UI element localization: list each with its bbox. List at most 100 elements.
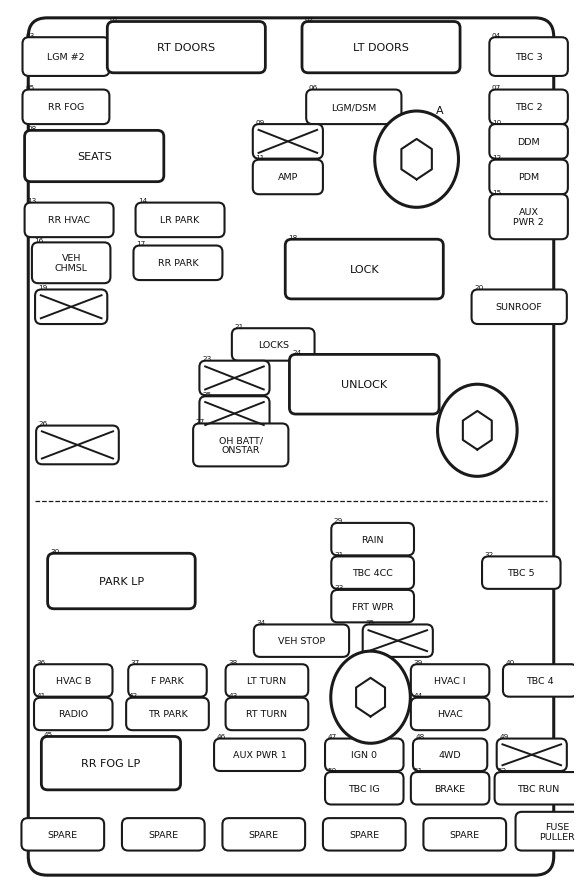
Text: 47: 47 [328, 733, 337, 739]
Text: 11: 11 [255, 155, 265, 161]
FancyBboxPatch shape [363, 625, 433, 657]
FancyBboxPatch shape [413, 738, 487, 772]
Text: 17: 17 [136, 240, 146, 247]
Text: VEH STOP: VEH STOP [278, 637, 325, 645]
FancyBboxPatch shape [516, 812, 582, 850]
Text: A: A [435, 105, 443, 116]
Text: 25: 25 [202, 392, 211, 397]
FancyBboxPatch shape [489, 161, 568, 195]
Text: LT TURN: LT TURN [247, 676, 286, 685]
Text: 42: 42 [129, 693, 138, 698]
Text: 18: 18 [288, 234, 297, 240]
Text: 19: 19 [38, 284, 47, 291]
FancyBboxPatch shape [411, 664, 489, 697]
Text: AUX
PWR 2: AUX PWR 2 [513, 208, 544, 227]
Text: FUSE
PULLER: FUSE PULLER [539, 822, 575, 840]
Text: 02: 02 [304, 17, 314, 23]
Text: 32: 32 [485, 552, 494, 557]
FancyBboxPatch shape [482, 557, 560, 589]
FancyBboxPatch shape [122, 818, 205, 850]
FancyBboxPatch shape [200, 361, 269, 396]
FancyBboxPatch shape [331, 590, 414, 622]
Text: TBC 3: TBC 3 [514, 53, 542, 62]
FancyBboxPatch shape [471, 291, 567, 325]
Text: RT DOORS: RT DOORS [157, 43, 215, 53]
FancyBboxPatch shape [424, 818, 506, 850]
Text: TBC RUN: TBC RUN [517, 784, 559, 793]
Text: SPARE: SPARE [349, 830, 379, 839]
Text: RAIN: RAIN [361, 535, 384, 544]
FancyBboxPatch shape [34, 664, 112, 697]
Text: 4WD: 4WD [439, 750, 462, 759]
Text: LOCKS: LOCKS [258, 341, 289, 350]
Text: 52: 52 [497, 767, 506, 772]
Text: RR FOG: RR FOG [48, 103, 84, 112]
Text: 34: 34 [257, 620, 266, 625]
Text: 38: 38 [228, 659, 237, 665]
FancyBboxPatch shape [302, 22, 460, 73]
Text: 06: 06 [309, 85, 318, 91]
Text: TR PARK: TR PARK [148, 710, 187, 719]
FancyBboxPatch shape [200, 397, 269, 431]
Text: 21: 21 [235, 324, 244, 329]
Text: 51: 51 [413, 767, 423, 772]
Text: TBC IG: TBC IG [349, 784, 380, 793]
Text: RR FOG LP: RR FOG LP [81, 758, 141, 768]
FancyBboxPatch shape [331, 523, 414, 556]
FancyBboxPatch shape [289, 355, 439, 415]
FancyBboxPatch shape [29, 19, 553, 875]
FancyBboxPatch shape [41, 737, 180, 790]
Text: PDM: PDM [518, 173, 539, 182]
Text: RT TURN: RT TURN [246, 710, 288, 719]
Text: 29: 29 [334, 518, 343, 524]
Text: 37: 37 [131, 659, 140, 665]
Text: 24: 24 [292, 350, 301, 356]
FancyBboxPatch shape [489, 195, 568, 240]
Text: DDM: DDM [517, 138, 540, 147]
FancyBboxPatch shape [107, 22, 265, 73]
FancyBboxPatch shape [496, 738, 567, 772]
Text: VEH
CHMSL: VEH CHMSL [55, 254, 88, 273]
Text: 33: 33 [334, 585, 343, 591]
Text: SPARE: SPARE [148, 830, 178, 839]
Text: SPARE: SPARE [48, 830, 78, 839]
Text: 45: 45 [44, 731, 53, 738]
Text: 15: 15 [492, 190, 501, 196]
Text: HVAC I: HVAC I [434, 676, 466, 685]
FancyBboxPatch shape [32, 243, 111, 284]
FancyBboxPatch shape [128, 664, 207, 697]
FancyBboxPatch shape [254, 625, 349, 657]
FancyBboxPatch shape [36, 426, 119, 465]
Text: 39: 39 [413, 659, 423, 665]
Text: 10: 10 [492, 120, 501, 125]
FancyBboxPatch shape [222, 818, 305, 850]
FancyBboxPatch shape [24, 131, 164, 182]
Text: SEATS: SEATS [77, 152, 112, 162]
FancyBboxPatch shape [489, 90, 568, 125]
Text: FRT WPR: FRT WPR [352, 602, 393, 611]
Text: 23: 23 [202, 356, 211, 362]
Text: 27: 27 [196, 418, 205, 425]
FancyBboxPatch shape [232, 329, 314, 361]
Text: 12: 12 [492, 155, 501, 161]
FancyBboxPatch shape [325, 738, 403, 772]
FancyBboxPatch shape [253, 125, 323, 159]
Text: 14: 14 [138, 198, 147, 204]
FancyBboxPatch shape [126, 698, 209, 730]
Text: IGN 0: IGN 0 [352, 750, 377, 759]
Text: 09: 09 [255, 120, 265, 125]
Text: TBC 5: TBC 5 [508, 569, 535, 578]
FancyBboxPatch shape [253, 161, 323, 195]
Text: 43: 43 [228, 693, 237, 698]
Text: RR PARK: RR PARK [158, 259, 198, 268]
Text: TBC 2: TBC 2 [515, 103, 542, 112]
FancyBboxPatch shape [503, 664, 577, 697]
FancyBboxPatch shape [214, 738, 305, 772]
FancyBboxPatch shape [489, 38, 568, 77]
Text: LGM/DSM: LGM/DSM [331, 103, 377, 112]
Text: SPARE: SPARE [249, 830, 279, 839]
Text: 41: 41 [37, 693, 46, 698]
Text: AUX PWR 1: AUX PWR 1 [233, 750, 286, 759]
FancyBboxPatch shape [193, 424, 289, 467]
Text: 40: 40 [506, 659, 515, 665]
